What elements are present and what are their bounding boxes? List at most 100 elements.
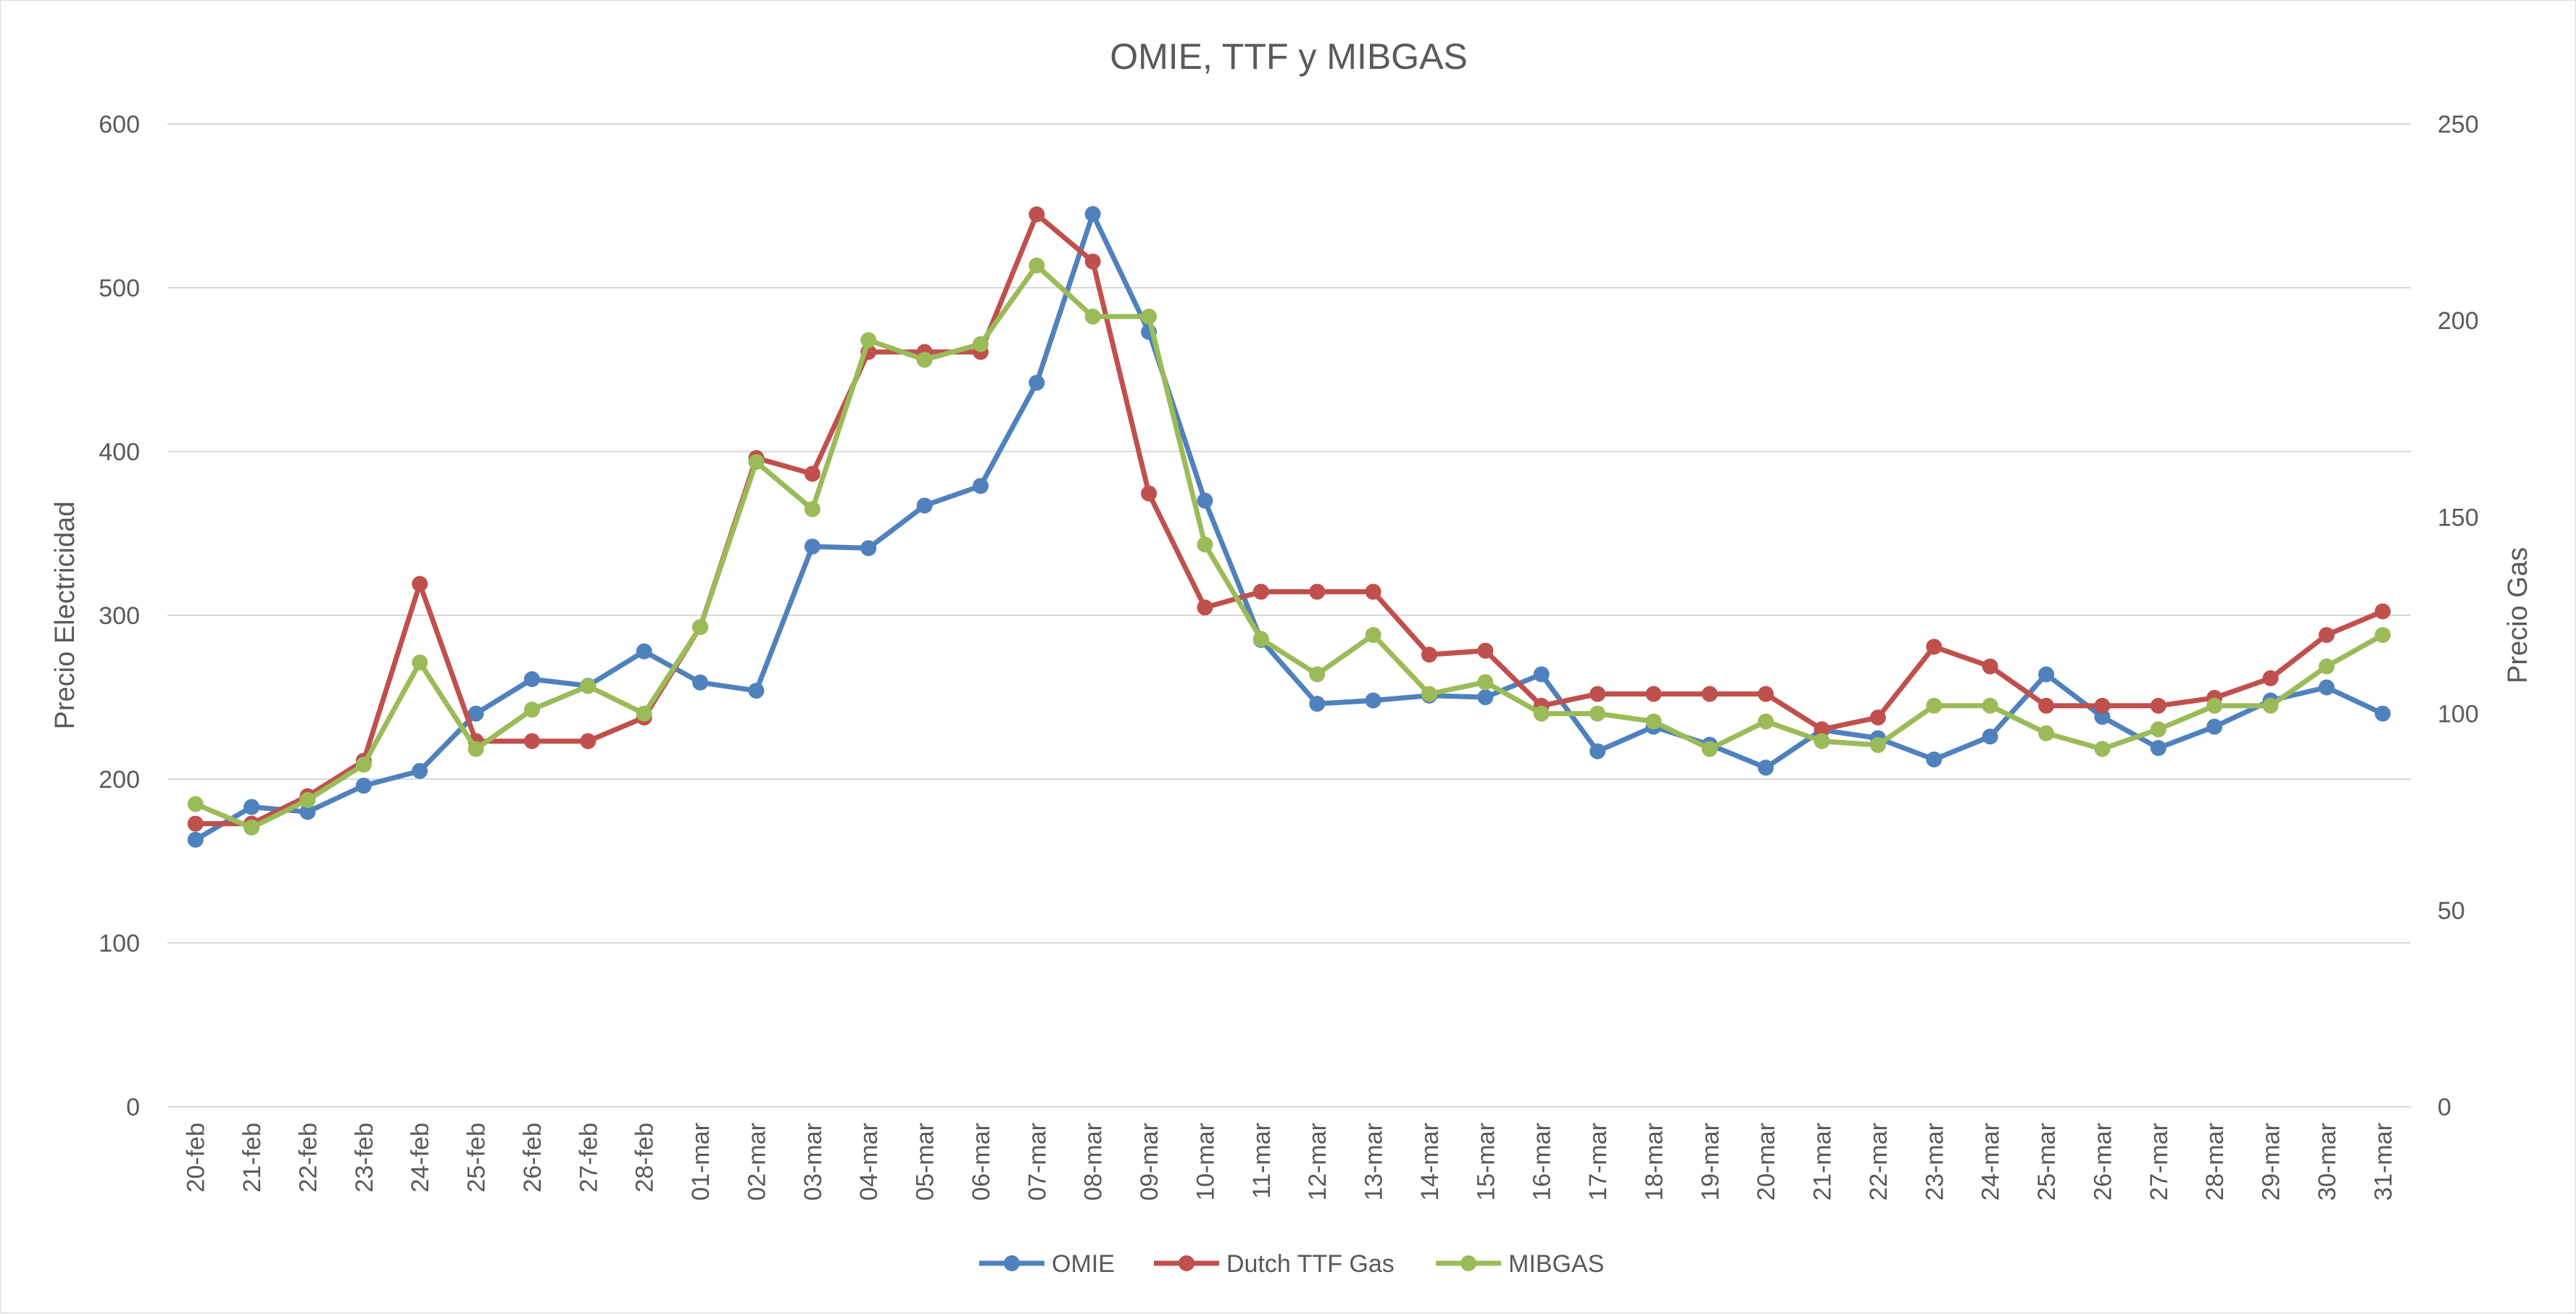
chart-title: OMIE, TTF y MIBGAS xyxy=(1110,36,1468,77)
x-tick-label: 31-mar xyxy=(2369,1123,2397,1201)
data-point xyxy=(636,643,652,660)
data-point xyxy=(1252,583,1269,600)
data-point xyxy=(1926,751,1943,768)
data-point xyxy=(355,778,372,794)
y-tick-label: 600 xyxy=(99,111,140,138)
legend-entry: MIBGAS xyxy=(1436,1250,1604,1278)
y2-tick-label: 0 xyxy=(2438,1094,2451,1121)
x-tick-label: 25-feb xyxy=(463,1123,491,1192)
x-tick-label: 04-mar xyxy=(855,1123,883,1201)
data-point xyxy=(1758,686,1774,702)
data-point xyxy=(748,454,765,470)
data-point xyxy=(2262,697,2279,714)
legend: OMIE Dutch TTF Gas MIBGAS xyxy=(979,1250,1604,1278)
data-point xyxy=(2150,740,2166,757)
x-tick-label: 14-mar xyxy=(1416,1123,1444,1201)
data-point xyxy=(580,678,597,694)
data-point xyxy=(1141,485,1158,502)
data-point xyxy=(1701,686,1718,702)
data-point xyxy=(2094,697,2111,714)
series-layer xyxy=(187,206,2391,848)
data-point xyxy=(2375,705,2391,722)
legend-swatch-marker xyxy=(1461,1255,1476,1271)
data-point xyxy=(1982,697,1998,714)
series-line xyxy=(193,262,2385,831)
x-tick-label: 24-mar xyxy=(1977,1123,2005,1201)
data-point xyxy=(523,733,540,749)
data-point xyxy=(972,478,989,494)
data-point xyxy=(1926,697,1943,714)
x-tick-label: 21-mar xyxy=(1809,1123,1837,1201)
x-tick-label: 05-mar xyxy=(912,1123,939,1201)
data-point xyxy=(2038,666,2055,683)
x-tick-label: 25-mar xyxy=(2033,1123,2061,1201)
x-tick-label: 06-mar xyxy=(968,1123,995,1201)
data-point xyxy=(244,799,260,815)
y-tick-label: 300 xyxy=(99,602,140,630)
data-point xyxy=(244,819,260,836)
data-point xyxy=(2375,603,2391,620)
data-point xyxy=(468,705,484,722)
x-tick-label: 16-mar xyxy=(1529,1123,1556,1201)
x-tick-label: 01-mar xyxy=(687,1123,715,1201)
data-point xyxy=(523,702,540,718)
x-tick-label: 21-feb xyxy=(238,1123,266,1192)
legend-label: Dutch TTF Gas xyxy=(1226,1250,1395,1278)
y2-tick-label: 50 xyxy=(2438,897,2465,925)
x-tick-label: 02-mar xyxy=(743,1123,770,1201)
gridlines xyxy=(167,123,2411,1107)
data-point xyxy=(2318,658,2335,675)
legend-swatch-marker xyxy=(1179,1255,1194,1271)
data-point xyxy=(1309,583,1326,600)
legend-entry: Dutch TTF Gas xyxy=(1154,1250,1395,1278)
data-point xyxy=(1252,631,1269,647)
x-tick-label: 27-feb xyxy=(575,1123,602,1192)
data-point xyxy=(1590,743,1606,760)
data-point xyxy=(1197,599,1213,616)
data-point xyxy=(804,465,820,482)
data-point xyxy=(916,497,933,514)
data-point xyxy=(692,674,709,691)
data-point xyxy=(860,540,877,557)
data-point xyxy=(2150,697,2166,714)
data-point xyxy=(1477,674,1494,691)
x-tick-label: 13-mar xyxy=(1360,1123,1388,1201)
x-tick-label: 28-mar xyxy=(2201,1123,2229,1201)
x-tick-label: 22-mar xyxy=(1865,1123,1892,1201)
data-point xyxy=(2094,741,2111,757)
data-point xyxy=(1309,696,1326,712)
x-tick-label: 22-feb xyxy=(294,1123,322,1192)
data-point xyxy=(1197,536,1213,553)
data-point xyxy=(2038,725,2055,741)
data-point xyxy=(187,796,204,812)
y-axis-primary-ticks: 0 100 200 300 400 500 600 xyxy=(99,111,140,1121)
y-axis-secondary-ticks: 0 50 100 150 200 250 xyxy=(2438,111,2479,1121)
legend-swatch-marker xyxy=(1004,1255,1020,1271)
data-point xyxy=(299,804,316,820)
data-point xyxy=(1982,658,1998,675)
data-point xyxy=(2262,670,2279,686)
data-point xyxy=(1926,639,1943,655)
data-point xyxy=(580,733,597,749)
x-tick-label: 30-mar xyxy=(2314,1123,2341,1201)
data-point xyxy=(187,831,204,848)
data-point xyxy=(1758,713,1774,730)
data-point xyxy=(1477,689,1494,705)
data-point xyxy=(1365,583,1382,600)
data-point xyxy=(860,332,877,349)
x-tick-label: 29-mar xyxy=(2258,1123,2285,1201)
data-point xyxy=(1421,686,1437,702)
data-point xyxy=(1758,760,1774,776)
data-point xyxy=(1029,375,1045,391)
data-point xyxy=(692,619,709,636)
x-tick-label: 08-mar xyxy=(1080,1123,1108,1201)
y2-tick-label: 250 xyxy=(2438,111,2479,138)
data-point xyxy=(804,539,820,555)
legend-label: OMIE xyxy=(1052,1250,1115,1278)
x-tick-label: 28-feb xyxy=(631,1123,659,1192)
data-point xyxy=(1141,308,1158,325)
legend-entry: OMIE xyxy=(979,1250,1115,1278)
data-point xyxy=(2150,721,2166,738)
data-point xyxy=(2318,627,2335,644)
